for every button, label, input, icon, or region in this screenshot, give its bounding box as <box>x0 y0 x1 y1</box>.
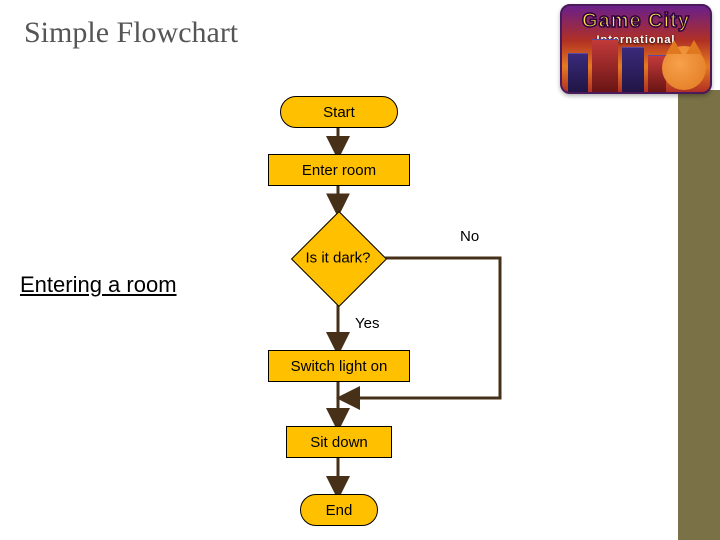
node-end: End <box>300 494 378 526</box>
slide-title: Simple Flowchart <box>24 16 238 50</box>
node-label: End <box>326 502 353 519</box>
slide-stage: Simple Flowchart Game City International… <box>0 0 720 540</box>
logo-title: Game City <box>562 10 710 33</box>
node-enter-room: Enter room <box>268 154 410 186</box>
node-start: Start <box>280 96 398 128</box>
right-accent-strip <box>678 90 720 540</box>
edge-label-yes: Yes <box>355 315 379 332</box>
logo-building <box>568 53 588 92</box>
game-city-logo: Game City International <box>560 4 712 94</box>
logo-building <box>622 47 644 92</box>
section-subtitle: Entering a room <box>20 272 177 298</box>
node-label: Enter room <box>302 162 376 179</box>
node-sit-down: Sit down <box>286 426 392 458</box>
node-label: Sit down <box>310 434 368 451</box>
node-label: Start <box>323 104 355 121</box>
edge-label-no: No <box>460 228 479 245</box>
logo-building <box>592 39 618 92</box>
node-label: Is it dark? <box>305 250 370 267</box>
logo-cat-icon <box>662 46 706 90</box>
node-label: Switch light on <box>291 358 388 375</box>
node-switch-light: Switch light on <box>268 350 410 382</box>
